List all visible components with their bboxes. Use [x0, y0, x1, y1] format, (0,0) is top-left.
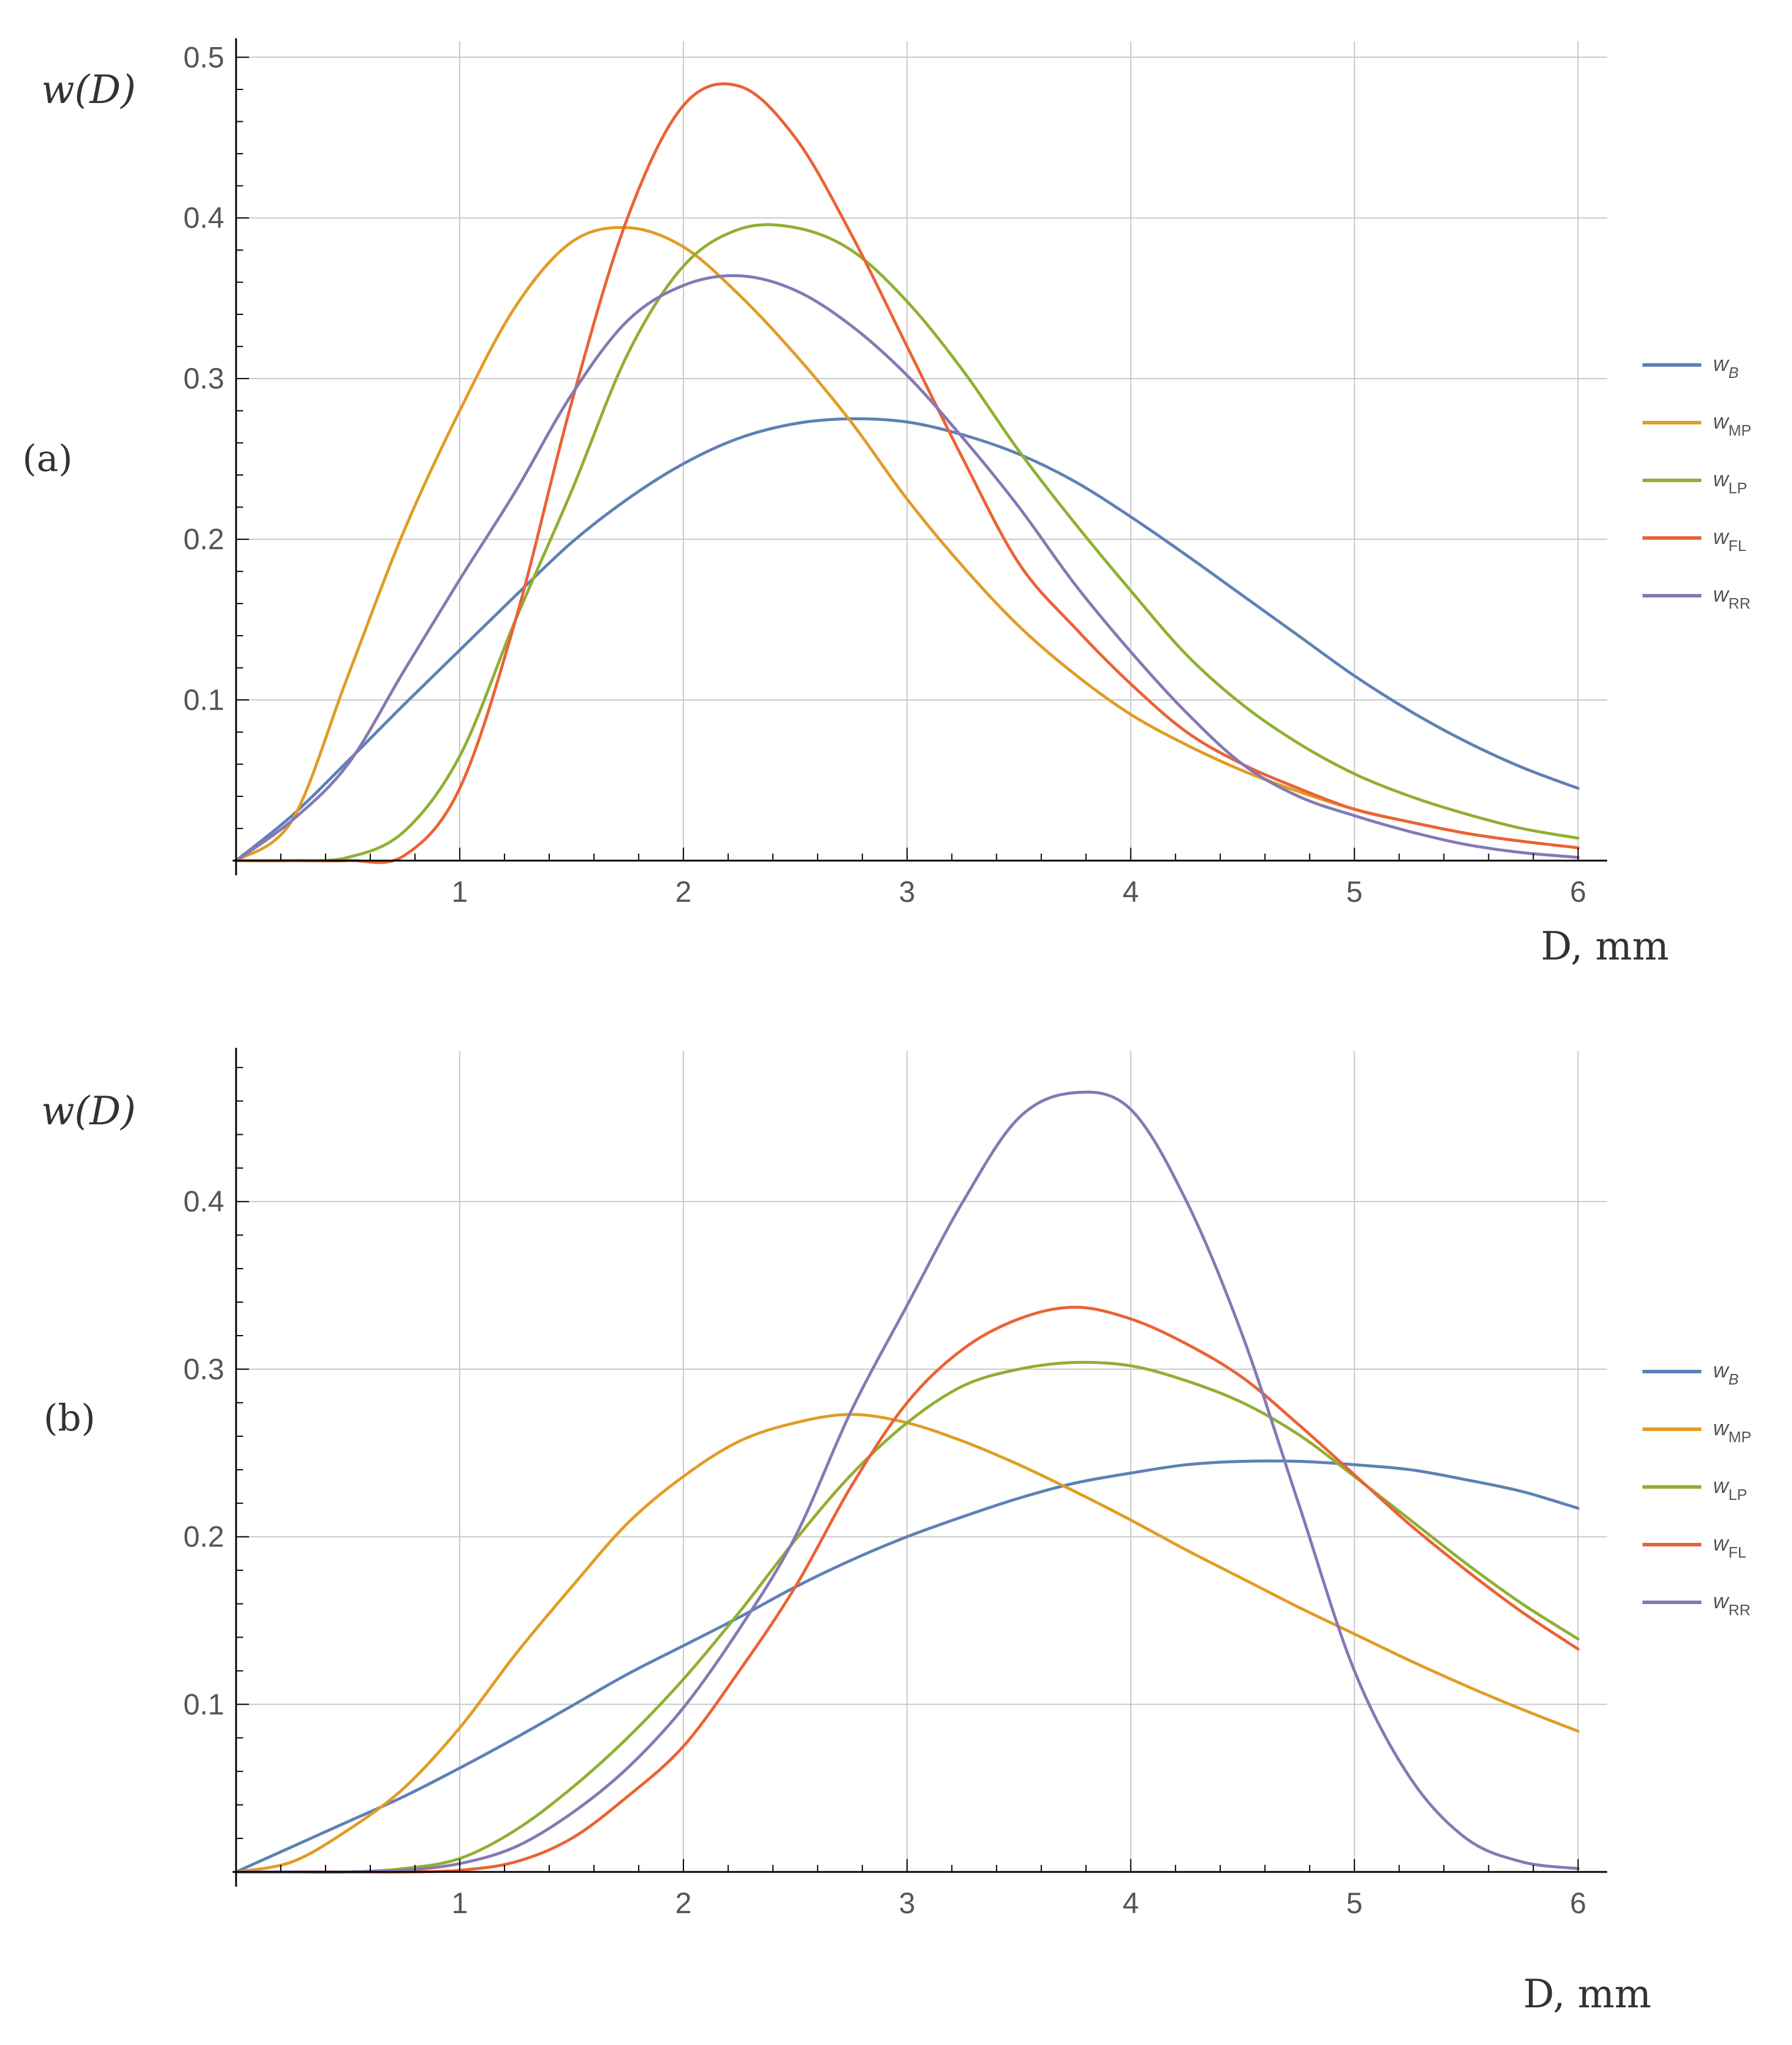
y-tick-label-0.2: 0.2: [183, 523, 224, 556]
legend-label-wrr-b: wRR: [1713, 1589, 1751, 1619]
y-tick-label-0.4: 0.4: [183, 1185, 224, 1218]
series-group-a: [234, 82, 1580, 864]
x-tick-label-1: 1: [452, 875, 468, 908]
series-line-wlp-a: [234, 223, 1580, 862]
x-tick-label-1: 1: [452, 1887, 468, 1920]
series-group-b: [234, 1090, 1580, 1874]
legend-b: wB wMP wLP wFL wRR: [1642, 1358, 1751, 1619]
legend-label-wmp-b: wMP: [1713, 1416, 1751, 1446]
x-tick-labels-a: 1 2 3 4 5 6: [452, 875, 1586, 908]
legend-label-wrr-a: wRR: [1713, 582, 1751, 612]
x-tick-label-3: 3: [899, 1887, 915, 1920]
y-tick-label-0.3: 0.3: [183, 1353, 224, 1386]
panel-label-b: (b): [44, 1396, 95, 1439]
legend-label-wlp-a: wLP: [1713, 467, 1747, 497]
x-tick-labels-b: 1 2 3 4 5 6: [452, 1887, 1586, 1920]
x-tick-label-5: 5: [1346, 875, 1363, 908]
series-line-wrr-b: [234, 1090, 1580, 1874]
series-line-wb-b: [234, 1459, 1580, 1874]
y-tick-label-0.4: 0.4: [183, 201, 224, 234]
grid-b: [236, 1051, 1607, 1872]
panel-b: 1 2 3 4 5 6 0.1 0.2 0.3 0.4 w(D) (b) D, mm wB wMP…: [41, 1048, 1751, 2017]
y-tick-label-0.3: 0.3: [183, 362, 224, 395]
x-tick-label-4: 4: [1123, 875, 1139, 908]
legend-label-wfl-a: wFL: [1713, 524, 1746, 555]
axes-b: [233, 1048, 1607, 1887]
series-line-wmp-a: [234, 225, 1580, 862]
legend-label-wmp-a: wMP: [1713, 409, 1751, 439]
axes-a: [233, 38, 1607, 875]
series-line-wfl-b: [234, 1306, 1580, 1874]
legend-label-wlp-b: wLP: [1713, 1473, 1747, 1503]
legend-label-wfl-b: wFL: [1713, 1531, 1746, 1561]
y-tick-label-0.2: 0.2: [183, 1521, 224, 1553]
x-tick-label-6: 6: [1570, 875, 1587, 908]
series-line-wb-a: [234, 417, 1580, 862]
series-line-wfl-a: [234, 82, 1580, 864]
x-axis-title-b: D, mm: [1523, 1971, 1651, 2017]
legend-a: wB wMP wLP wFL wRR: [1642, 351, 1751, 612]
series-line-wmp-b: [234, 1413, 1580, 1874]
legend-label-wb-b: wB: [1713, 1358, 1738, 1388]
series-line-wrr-a: [234, 274, 1580, 862]
x-tick-label-2: 2: [675, 1887, 692, 1920]
y-tick-labels-a: 0.1 0.2 0.3 0.4 0.5: [183, 41, 224, 716]
y-tick-label-0.5: 0.5: [183, 41, 224, 74]
x-tick-label-3: 3: [899, 875, 915, 908]
panel-a: 1 2 3 4 5 6 0.1 0.2 0.3 0.4 0.5 w(D) (a) D, mm wB…: [22, 38, 1751, 969]
x-tick-label-2: 2: [675, 875, 692, 908]
x-tick-label-4: 4: [1123, 1887, 1139, 1920]
y-tick-label-0.1: 0.1: [183, 1688, 224, 1721]
y-tick-label-0.1: 0.1: [183, 683, 224, 716]
x-tick-label-5: 5: [1346, 1887, 1363, 1920]
x-tick-label-6: 6: [1570, 1887, 1587, 1920]
y-axis-title-a: w(D): [41, 67, 136, 112]
panel-label-a: (a): [22, 437, 72, 480]
y-tick-labels-b: 0.1 0.2 0.3 0.4: [183, 1185, 224, 1721]
y-axis-title-b: w(D): [41, 1088, 136, 1134]
legend-label-wb-a: wB: [1713, 351, 1738, 381]
x-axis-title-a: D, mm: [1541, 924, 1669, 969]
